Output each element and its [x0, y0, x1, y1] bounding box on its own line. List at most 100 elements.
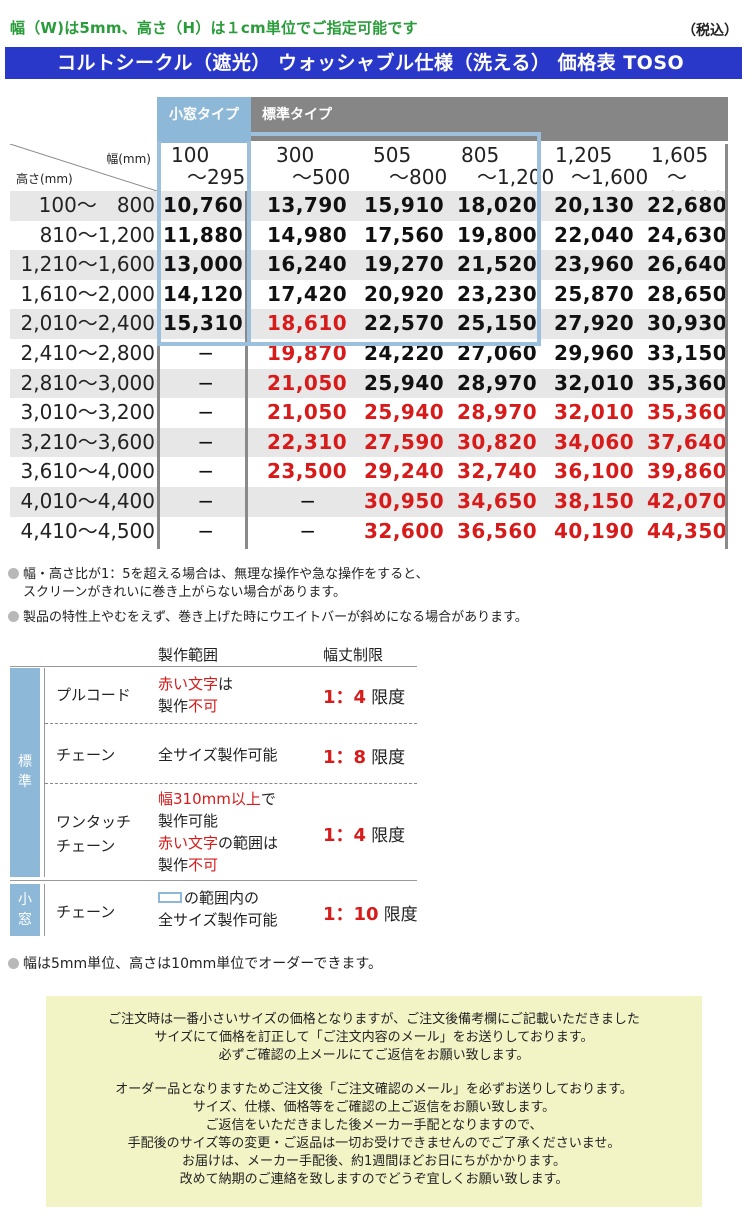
price-cell: 14,120	[163, 281, 244, 306]
small-chain-range-text: の範囲内の 全サイズ製作可能	[158, 889, 278, 929]
height-range-label: 3,210〜3,600	[20, 429, 155, 454]
column-divider	[245, 191, 248, 549]
info-line: 必ずご確認の上メールにてご返信をお願い致します。	[218, 1048, 530, 1063]
price-cell: 32,010	[554, 370, 635, 395]
size-spec-note: 幅（W)は5mm、高さ（H）は１cm単位でご指定可能です	[10, 19, 418, 37]
op-pull-cord: プルコード	[56, 686, 131, 704]
price-cell-unavailable: −	[197, 370, 215, 395]
column-divider	[725, 144, 728, 549]
price-cell: 22,040	[554, 222, 635, 247]
table-corner: 幅(mm) 高さ(mm)	[10, 144, 157, 191]
price-cell: 26,640	[647, 252, 728, 277]
price-cell: 22,680	[647, 193, 728, 217]
price-cell: 17,560	[364, 222, 445, 247]
table-row: 4,010〜4,400 − − 30,950 34,650 38,150 42,070	[10, 487, 728, 517]
height-range-label: 4,410〜4,500	[20, 518, 155, 543]
price-cell: 39,860	[647, 459, 728, 484]
table-row: 3,210〜3,600 − 22,310 27,590 30,820 34,060 37,6…	[10, 427, 728, 458]
tax-included-label: （税込）	[682, 23, 738, 39]
price-cell: 30,930	[647, 311, 728, 336]
price-cell: 19,270	[364, 252, 445, 277]
height-axis-label: 高さ(mm)	[16, 172, 73, 186]
side-label-standard: 標 準	[10, 668, 40, 877]
small-window-range-frame	[157, 141, 251, 346]
price-cell: 36,560	[457, 518, 538, 543]
price-cell: 23,500	[267, 459, 348, 484]
height-range-label: 2,410〜2,800	[20, 341, 155, 365]
price-cell: 15,910	[364, 193, 445, 217]
price-cell: 28,650	[647, 281, 728, 306]
table-row: 3,010〜3,200 − 21,050 25,940 28,970 32,010 35,3…	[10, 398, 728, 428]
height-range-label: 3,010〜3,200	[20, 400, 155, 425]
side-label-small: 小 窓	[10, 884, 40, 936]
table-row: 3,610〜4,000 − 23,500 29,240 32,740 36,100 39,8…	[10, 457, 728, 487]
info-line: オーダー品となりますためご注文後「ご注文確認のメール」を必ずお送りしております。	[115, 1082, 633, 1097]
price-cell: 19,800	[457, 222, 538, 247]
divider	[10, 880, 417, 881]
height-range-label: 1,210〜1,600	[20, 252, 155, 277]
note-order-unit: 幅は5mm単位、高さは10mm単位でオーダーできます。	[8, 955, 382, 973]
price-cell: 17,420	[267, 281, 348, 306]
price-cell: 22,310	[267, 429, 348, 454]
divider	[44, 884, 45, 936]
price-cell: 35,360	[647, 400, 728, 425]
price-cell: 32,010	[554, 400, 635, 425]
price-cell-unavailable: −	[197, 518, 215, 543]
price-cell: 23,960	[554, 252, 635, 277]
height-range-label: 100〜 800	[38, 193, 155, 217]
price-cell: 11,880	[163, 222, 244, 247]
price-cell: 25,940	[364, 370, 445, 395]
small-window-frame-icon	[158, 892, 182, 903]
price-cell: 30,950	[364, 489, 445, 513]
op-chain: チェーン	[56, 746, 116, 764]
bullet-icon	[8, 958, 19, 969]
price-cell: 28,970	[457, 370, 538, 395]
info-line: 手配後のサイズ等の変更・ご返品は一切お受けできませんのでご了承くださいませ。	[127, 1136, 621, 1151]
price-cell: 20,130	[554, 193, 635, 217]
table-row: 2,010〜2,400 15,310 18,610 22,570 25,150 27,92…	[10, 309, 728, 339]
onetouch-range-text: 幅310mm以上で 製作可能 赤い文字の範囲は 製作不可	[158, 790, 279, 874]
small-window-range-frame	[251, 132, 541, 346]
table-row: 4,410〜4,500 − − 32,600 36,560 40,190 44,350	[10, 517, 728, 547]
price-cell: 10,760	[163, 193, 244, 217]
price-cell: 32,600	[364, 518, 445, 543]
price-cell: 33,150	[647, 341, 728, 365]
width-column-header: 505 〜800	[373, 143, 448, 189]
row-separator	[45, 723, 417, 724]
height-range-label: 4,010〜4,400	[20, 489, 155, 513]
height-range-label: 2,010〜2,400	[20, 311, 155, 336]
info-line: ご注文時は一番小さいサイズの価格となりますが、ご注文後備考欄にご記載いただきまし…	[108, 1012, 640, 1027]
price-cell: 30,820	[457, 429, 538, 454]
col-limit-header: 幅丈制限	[323, 646, 384, 664]
info-line: ご返信をいただきました後メーカー手配となりますので、	[205, 1118, 543, 1133]
table-row: 1,610〜2,000 14,120 17,420 20,920 23,230 25,87…	[10, 280, 728, 310]
info-line: サイズにて価格を訂正して「ご注文内容のメール」をお送りしております。	[154, 1030, 594, 1045]
price-cell: 27,920	[554, 311, 635, 336]
price-cell: 44,350	[647, 518, 728, 543]
info-line: サイズ、仕様、価格等をご確認の上ご返信をお願い致します。	[192, 1100, 556, 1115]
divider	[44, 668, 45, 877]
op-small-chain: チェーン	[56, 903, 116, 921]
price-cell: 35,360	[647, 370, 728, 395]
price-cell: 25,940	[364, 400, 445, 425]
price-cell-unavailable: −	[299, 518, 317, 543]
width-column-header: 1,205 〜1,600	[555, 143, 649, 189]
price-cell: 20,920	[364, 281, 445, 306]
note-weightbar: 製品の特性上やむをえず、巻き上げた時にウエイトバーが斜めになる場合があります。	[8, 609, 528, 627]
divider	[10, 666, 417, 667]
table-row: 2,810〜3,000 − 21,050 25,940 28,970 32,010 35,3…	[10, 368, 728, 399]
order-info-box: ご注文時は一番小さいサイズの価格となりますが、ご注文後備考欄にご記載いただきまし…	[46, 996, 702, 1207]
info-line: お届けは、メーカー手配後、約1週間ほどお日にちがかかります。	[182, 1154, 566, 1169]
col-range-header: 製作範囲	[158, 646, 219, 664]
width-column-header: 1,605〜2,000	[651, 143, 724, 210]
page-title: コルトシークル（遮光） ウォッシャブル仕様（洗える） 価格表 TOSO	[5, 47, 742, 79]
width-column-header: 805 〜1,200	[461, 143, 555, 189]
price-cell-unavailable: −	[197, 341, 215, 365]
onetouch-limit: 1：4 限度	[323, 825, 406, 846]
table-row: 810〜1,200 11,880 14,980 17,560 19,800 22,040 2…	[10, 221, 728, 251]
info-line: 改めて納期のご連絡を致しますのでどうぞ宜しくお願い致します。	[179, 1172, 569, 1187]
column-divider	[157, 191, 160, 549]
op-onetouch-chain: ワンタッチ チェーン	[56, 813, 132, 855]
row-separator	[45, 783, 417, 784]
price-cell: 29,240	[364, 459, 445, 484]
